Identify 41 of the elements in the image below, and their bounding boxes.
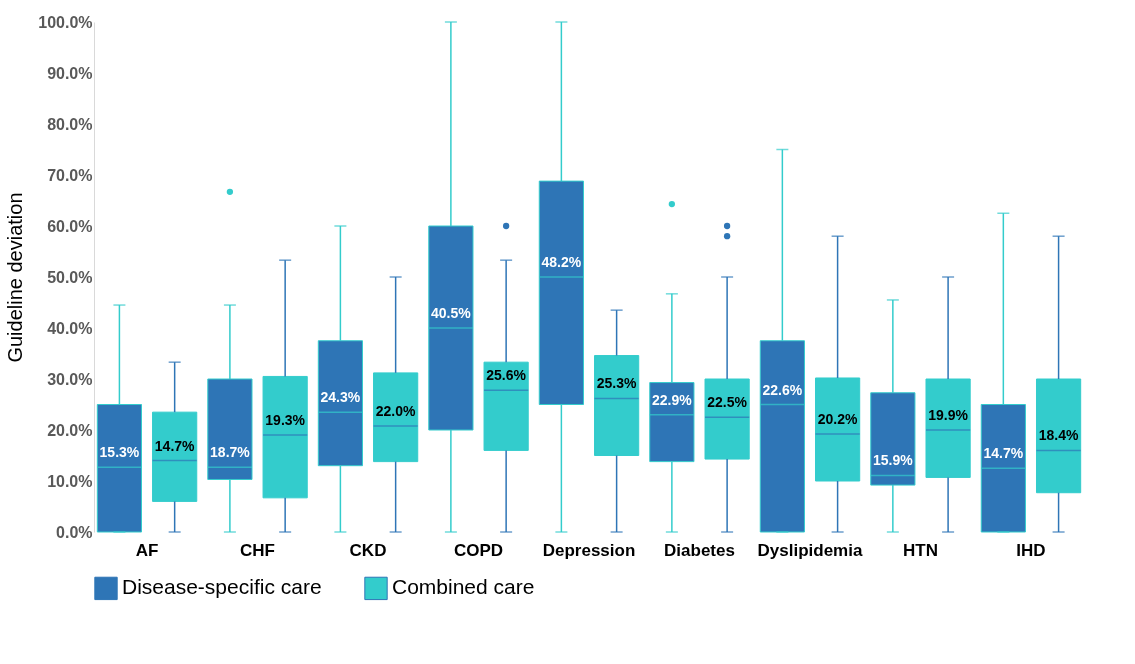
y-tick-label: 90.0% [47,64,93,82]
text: 15.3% [99,444,140,461]
x-tick-label: AF [135,540,159,560]
text: 19.3% [265,412,305,429]
text: 22.9% [652,391,692,408]
text: 25.6% [486,367,526,384]
y-tick-label: 0.0% [56,523,93,541]
x-tick-label: CHF [240,540,275,560]
text: 18.4% [1038,427,1079,444]
x-tick-label: IHD [1016,540,1046,560]
text: 15.9% [873,452,913,469]
y-tick-label: 60.0% [47,217,93,235]
y-tick-label: 80.0% [47,115,93,133]
y-tick-label: 20.0% [47,421,93,439]
x-tick-label: HTN [903,540,938,560]
y-tick-label: 30.0% [47,370,93,388]
text: 24.3% [320,389,361,406]
text: 14.7% [154,437,195,454]
y-tick-label: 70.0% [47,166,93,184]
text: 40.5% [431,305,471,321]
y-tick-label: 50.0% [47,268,93,286]
text: 22.5% [707,394,747,411]
text: 48.2% [541,254,582,270]
y-axis-title: Guideline deviation [4,192,27,363]
text: 20.2% [817,411,858,428]
text: 18.7% [210,444,250,461]
x-tick-label: Depression [542,540,636,560]
text: 22.6% [762,381,803,398]
y-tick-label: 10.0% [47,472,93,490]
x-tick-label: Dyslipidemia [757,540,863,560]
text: 19.9% [928,407,968,423]
text: 14.7% [983,445,1024,462]
text: 25.3% [596,375,637,392]
y-tick-label: 40.0% [47,319,93,337]
legend-label: Combined care [392,575,535,599]
text: 22.0% [375,402,416,419]
y-tick-label: 100.0% [38,13,93,31]
x-tick-label: Diabetes [664,540,735,560]
legend-label: Disease-specific care [122,575,322,599]
x-tick-label: CKD [349,540,387,560]
x-tick-label: COPD [453,540,504,560]
